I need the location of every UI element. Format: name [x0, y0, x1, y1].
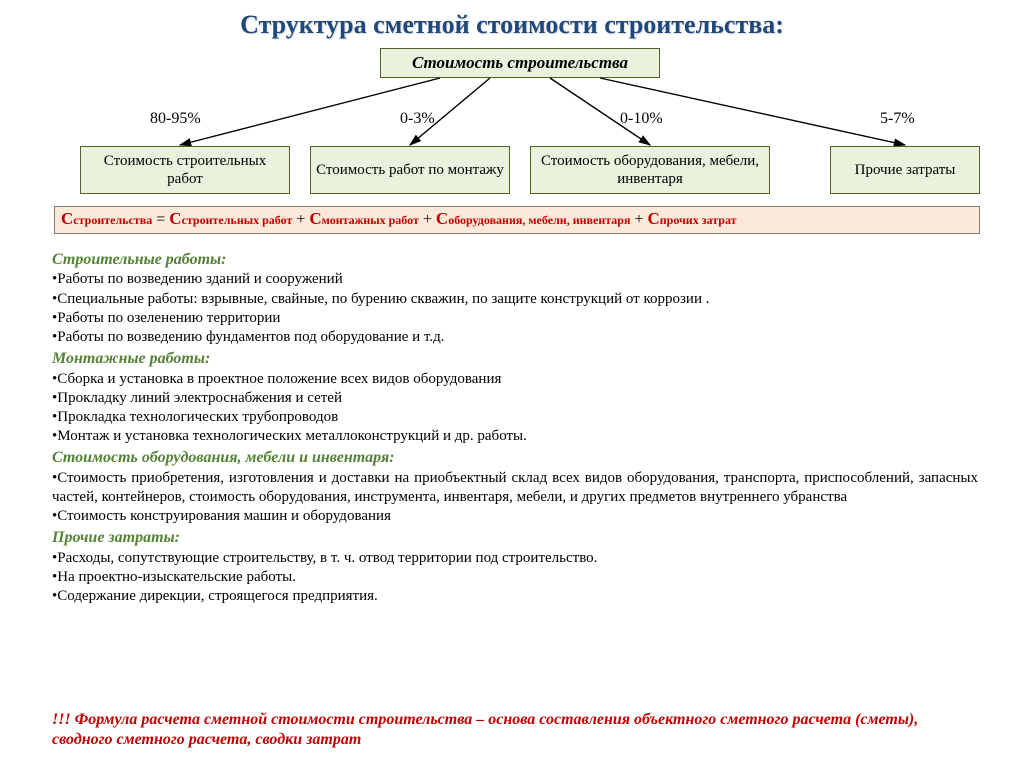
percent-label: 80-95%: [150, 110, 201, 128]
bullet-item: •Содержание дирекции, строящегося предпр…: [52, 587, 978, 606]
child-node: Стоимость оборудования, мебели, инвентар…: [530, 146, 770, 194]
section-heading: Монтажные работы:: [52, 349, 978, 369]
percent-label: 5-7%: [880, 110, 915, 128]
page-title: Структура сметной стоимости строительств…: [0, 0, 1024, 46]
child-node: Прочие затраты: [830, 146, 980, 194]
bullet-item: •Работы по возведению зданий и сооружени…: [52, 270, 978, 289]
footer-note: !!! Формула расчета сметной стоимости ст…: [52, 710, 978, 750]
section-heading: Стоимость оборудования, мебели и инвента…: [52, 448, 978, 468]
root-node: Стоимость строительства: [380, 48, 660, 78]
bullet-item: •Прокладку линий электроснабжения и сете…: [52, 389, 978, 408]
child-node: Стоимость работ по монтажу: [310, 146, 510, 194]
bullet-item: •Работы по возведению фундаментов под об…: [52, 328, 978, 347]
bullet-item: •Специальные работы: взрывные, свайные, …: [52, 290, 978, 309]
child-node: Стоимость строительных работ: [80, 146, 290, 194]
bullet-item: •Сборка и установка в проектное положени…: [52, 370, 978, 389]
bullet-item: •Стоимость конструирования машин и обору…: [52, 507, 978, 526]
bullet-item: •Работы по озеленению территории: [52, 309, 978, 328]
formula-bar: Сстроительства = С строительных работ+С …: [54, 206, 980, 234]
percent-label: 0-10%: [620, 110, 663, 128]
section-heading: Прочие затраты:: [52, 528, 978, 548]
bullet-item: •Стоимость приобретения, изготовления и …: [52, 469, 978, 507]
bullet-item: •Монтаж и установка технологических мета…: [52, 427, 978, 446]
section-heading: Строительные работы:: [52, 250, 978, 270]
percent-label: 0-3%: [400, 110, 435, 128]
bullet-item: •На проектно-изыскательские работы.: [52, 568, 978, 587]
content-body: Строительные работы:•Работы по возведени…: [52, 248, 978, 607]
bullet-item: •Расходы, сопутствующие строительству, в…: [52, 549, 978, 568]
bullet-item: •Прокладка технологических трубопроводов: [52, 408, 978, 427]
